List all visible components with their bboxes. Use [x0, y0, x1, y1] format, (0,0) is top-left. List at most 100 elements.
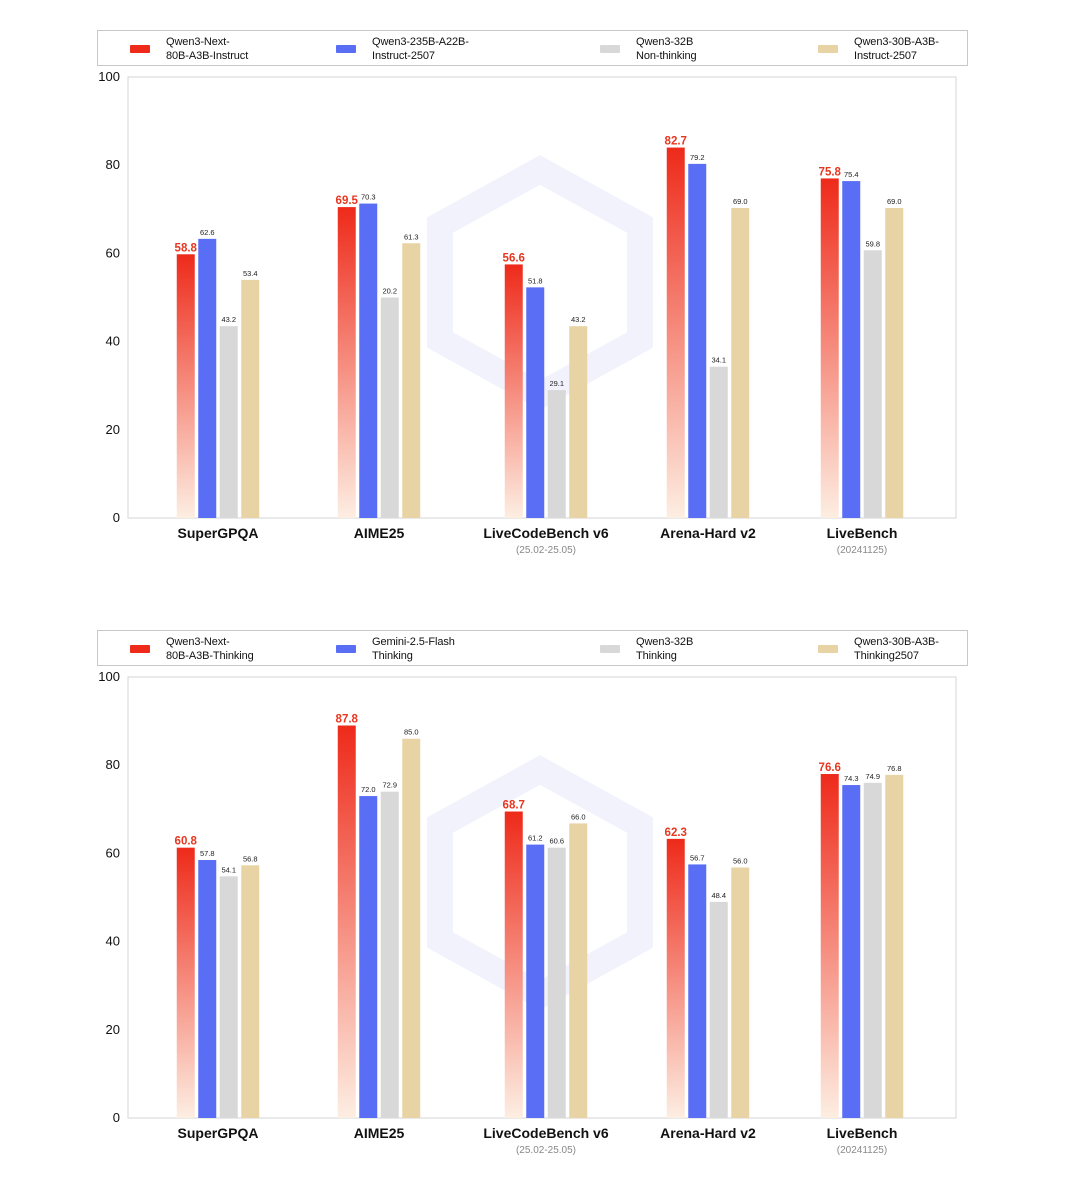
- legend-item-series-1: Qwen3-235B-A22B- Instruct-2507: [336, 33, 469, 65]
- bar-series-0: [504, 811, 523, 1118]
- x-category-label: LiveCodeBench v6: [483, 525, 608, 541]
- bar-value-label: 56.7: [690, 853, 705, 862]
- x-category-label: LiveCodeBench v6: [483, 1125, 608, 1141]
- bar-series-1: [198, 860, 217, 1118]
- y-tick-label: 20: [106, 422, 120, 437]
- bar-series-2: [219, 326, 238, 518]
- bar-series-3: [569, 823, 588, 1118]
- bar-series-2: [863, 250, 882, 519]
- bar-series-0: [337, 725, 356, 1118]
- legend-swatch-series-3: [818, 645, 838, 653]
- bar-series-1: [359, 796, 378, 1118]
- bar-series-1: [198, 238, 217, 519]
- bar-value-label: 29.1: [549, 379, 564, 388]
- bar-series-1: [842, 181, 861, 519]
- bar-value-label: 58.8: [175, 242, 198, 254]
- x-category-sublabel: (25.02-25.05): [516, 1145, 576, 1156]
- bar-value-label: 62.6: [200, 228, 215, 237]
- bar-series-0: [820, 178, 839, 518]
- y-tick-label: 60: [106, 845, 120, 860]
- bar-value-label: 85.0: [404, 728, 419, 737]
- bar-series-0: [666, 838, 685, 1118]
- bar-series-2: [219, 876, 238, 1118]
- bar-series-1: [526, 287, 545, 518]
- x-category-label: AIME25: [354, 525, 405, 541]
- legend-label-series-1: Gemini-2.5-Flash Thinking: [372, 636, 455, 662]
- bar-value-label: 61.3: [404, 232, 419, 241]
- legend-item-series-3: Qwen3-30B-A3B- Thinking2507: [818, 633, 939, 665]
- bar-value-label: 82.7: [665, 136, 687, 148]
- x-category-label: Arena-Hard v2: [660, 525, 756, 541]
- bar-series-0: [666, 147, 685, 518]
- bar-series-2: [709, 366, 728, 518]
- bar-value-label: 69.5: [336, 195, 359, 207]
- x-category-label: LiveBench: [827, 1125, 898, 1141]
- x-category-label: AIME25: [354, 1125, 405, 1141]
- legend-label-series-1: Qwen3-235B-A22B- Instruct-2507: [372, 36, 469, 62]
- legend-item-series-2: Qwen3-32B Thinking: [600, 633, 693, 665]
- legend-swatch-series-1: [336, 45, 356, 53]
- y-tick-label: 80: [106, 157, 120, 172]
- bar-value-label: 20.2: [382, 287, 397, 296]
- bar-series-1: [526, 844, 545, 1118]
- legend-swatch-series-0: [130, 645, 150, 653]
- y-tick-label: 100: [98, 69, 120, 84]
- bar-value-label: 53.4: [243, 269, 258, 278]
- bar-value-label: 74.9: [865, 772, 880, 781]
- legend: Qwen3-Next- 80B-A3B-Instruct Qwen3-235B-…: [97, 30, 968, 66]
- chart-plot-thinking: 0 20 40 60 80 100 60.8 87.8 68.7 62.3 76.6 57.8 72.0…: [98, 669, 957, 1156]
- bar-value-label: 76.8: [887, 764, 902, 773]
- bar-series-2: [863, 782, 882, 1118]
- legend-swatch-series-2: [600, 645, 620, 653]
- bar-value-label: 61.2: [528, 834, 543, 843]
- legend-item-series-2: Qwen3-32B Non-thinking: [600, 33, 697, 65]
- bar-value-label: 66.0: [571, 812, 586, 821]
- legend-label-series-3: Qwen3-30B-A3B- Thinking2507: [854, 636, 939, 662]
- legend-swatch-series-2: [600, 45, 620, 53]
- x-category-sublabel: (25.02-25.05): [516, 545, 576, 556]
- bar-value-label: 59.8: [865, 239, 880, 248]
- bar-value-label: 43.2: [571, 315, 586, 324]
- legend-label-series-3: Qwen3-30B-A3B- Instruct-2507: [854, 36, 939, 62]
- x-category-sublabel: (20241125): [837, 545, 887, 556]
- x-category-sublabel: (20241125): [837, 1145, 887, 1156]
- y-tick-label: 80: [106, 757, 120, 772]
- bar-value-label: 43.2: [221, 315, 236, 324]
- chart-instruct: Qwen3-Next- 80B-A3B-Instruct Qwen3-235B-…: [97, 30, 968, 556]
- chart-thinking: Qwen3-Next- 80B-A3B-Thinking Gemini-2.5-…: [0, 600, 1066, 1200]
- bar-series-1: [842, 785, 861, 1118]
- bar-value-label: 57.8: [200, 849, 215, 858]
- bar-series-2: [547, 390, 566, 518]
- y-tick-label: 20: [106, 1022, 120, 1037]
- legend-label-series-2: Qwen3-32B Thinking: [636, 636, 694, 662]
- bar-series-0: [504, 264, 523, 518]
- y-tick-label: 40: [106, 934, 120, 949]
- bar-value-label: 56.6: [503, 252, 525, 264]
- legend-swatch-series-3: [818, 45, 838, 53]
- bar-series-0: [337, 207, 356, 518]
- legend-item-series-0: Qwen3-Next- 80B-A3B-Instruct: [130, 33, 248, 65]
- legend-item-series-3: Qwen3-30B-A3B- Instruct-2507: [818, 33, 939, 65]
- bar-value-label: 62.3: [665, 827, 687, 839]
- bar-series-3: [731, 867, 750, 1118]
- bar-series-3: [241, 279, 260, 518]
- bar-series-1: [688, 163, 707, 518]
- y-tick-label: 60: [106, 245, 120, 260]
- y-tick-label: 100: [98, 669, 120, 684]
- bar-series-3: [885, 207, 904, 519]
- x-category-label: LiveBench: [827, 525, 898, 541]
- legend: Qwen3-Next- 80B-A3B-Thinking Gemini-2.5-…: [97, 630, 968, 666]
- bar-series-2: [380, 791, 399, 1118]
- y-tick-label: 40: [106, 334, 120, 349]
- bar-series-3: [569, 326, 588, 518]
- legend-label-series-0: Qwen3-Next- 80B-A3B-Instruct: [166, 36, 249, 62]
- bar-value-label: 56.8: [243, 854, 258, 863]
- bar-value-label: 74.3: [844, 774, 859, 783]
- bar-series-3: [885, 774, 904, 1118]
- bar-value-label: 69.0: [887, 197, 902, 206]
- bar-value-label: 60.8: [175, 836, 198, 848]
- bar-value-label: 69.0: [733, 197, 748, 206]
- bar-series-3: [731, 207, 750, 519]
- bar-value-label: 60.6: [549, 837, 564, 846]
- legend-swatch-series-0: [130, 45, 150, 53]
